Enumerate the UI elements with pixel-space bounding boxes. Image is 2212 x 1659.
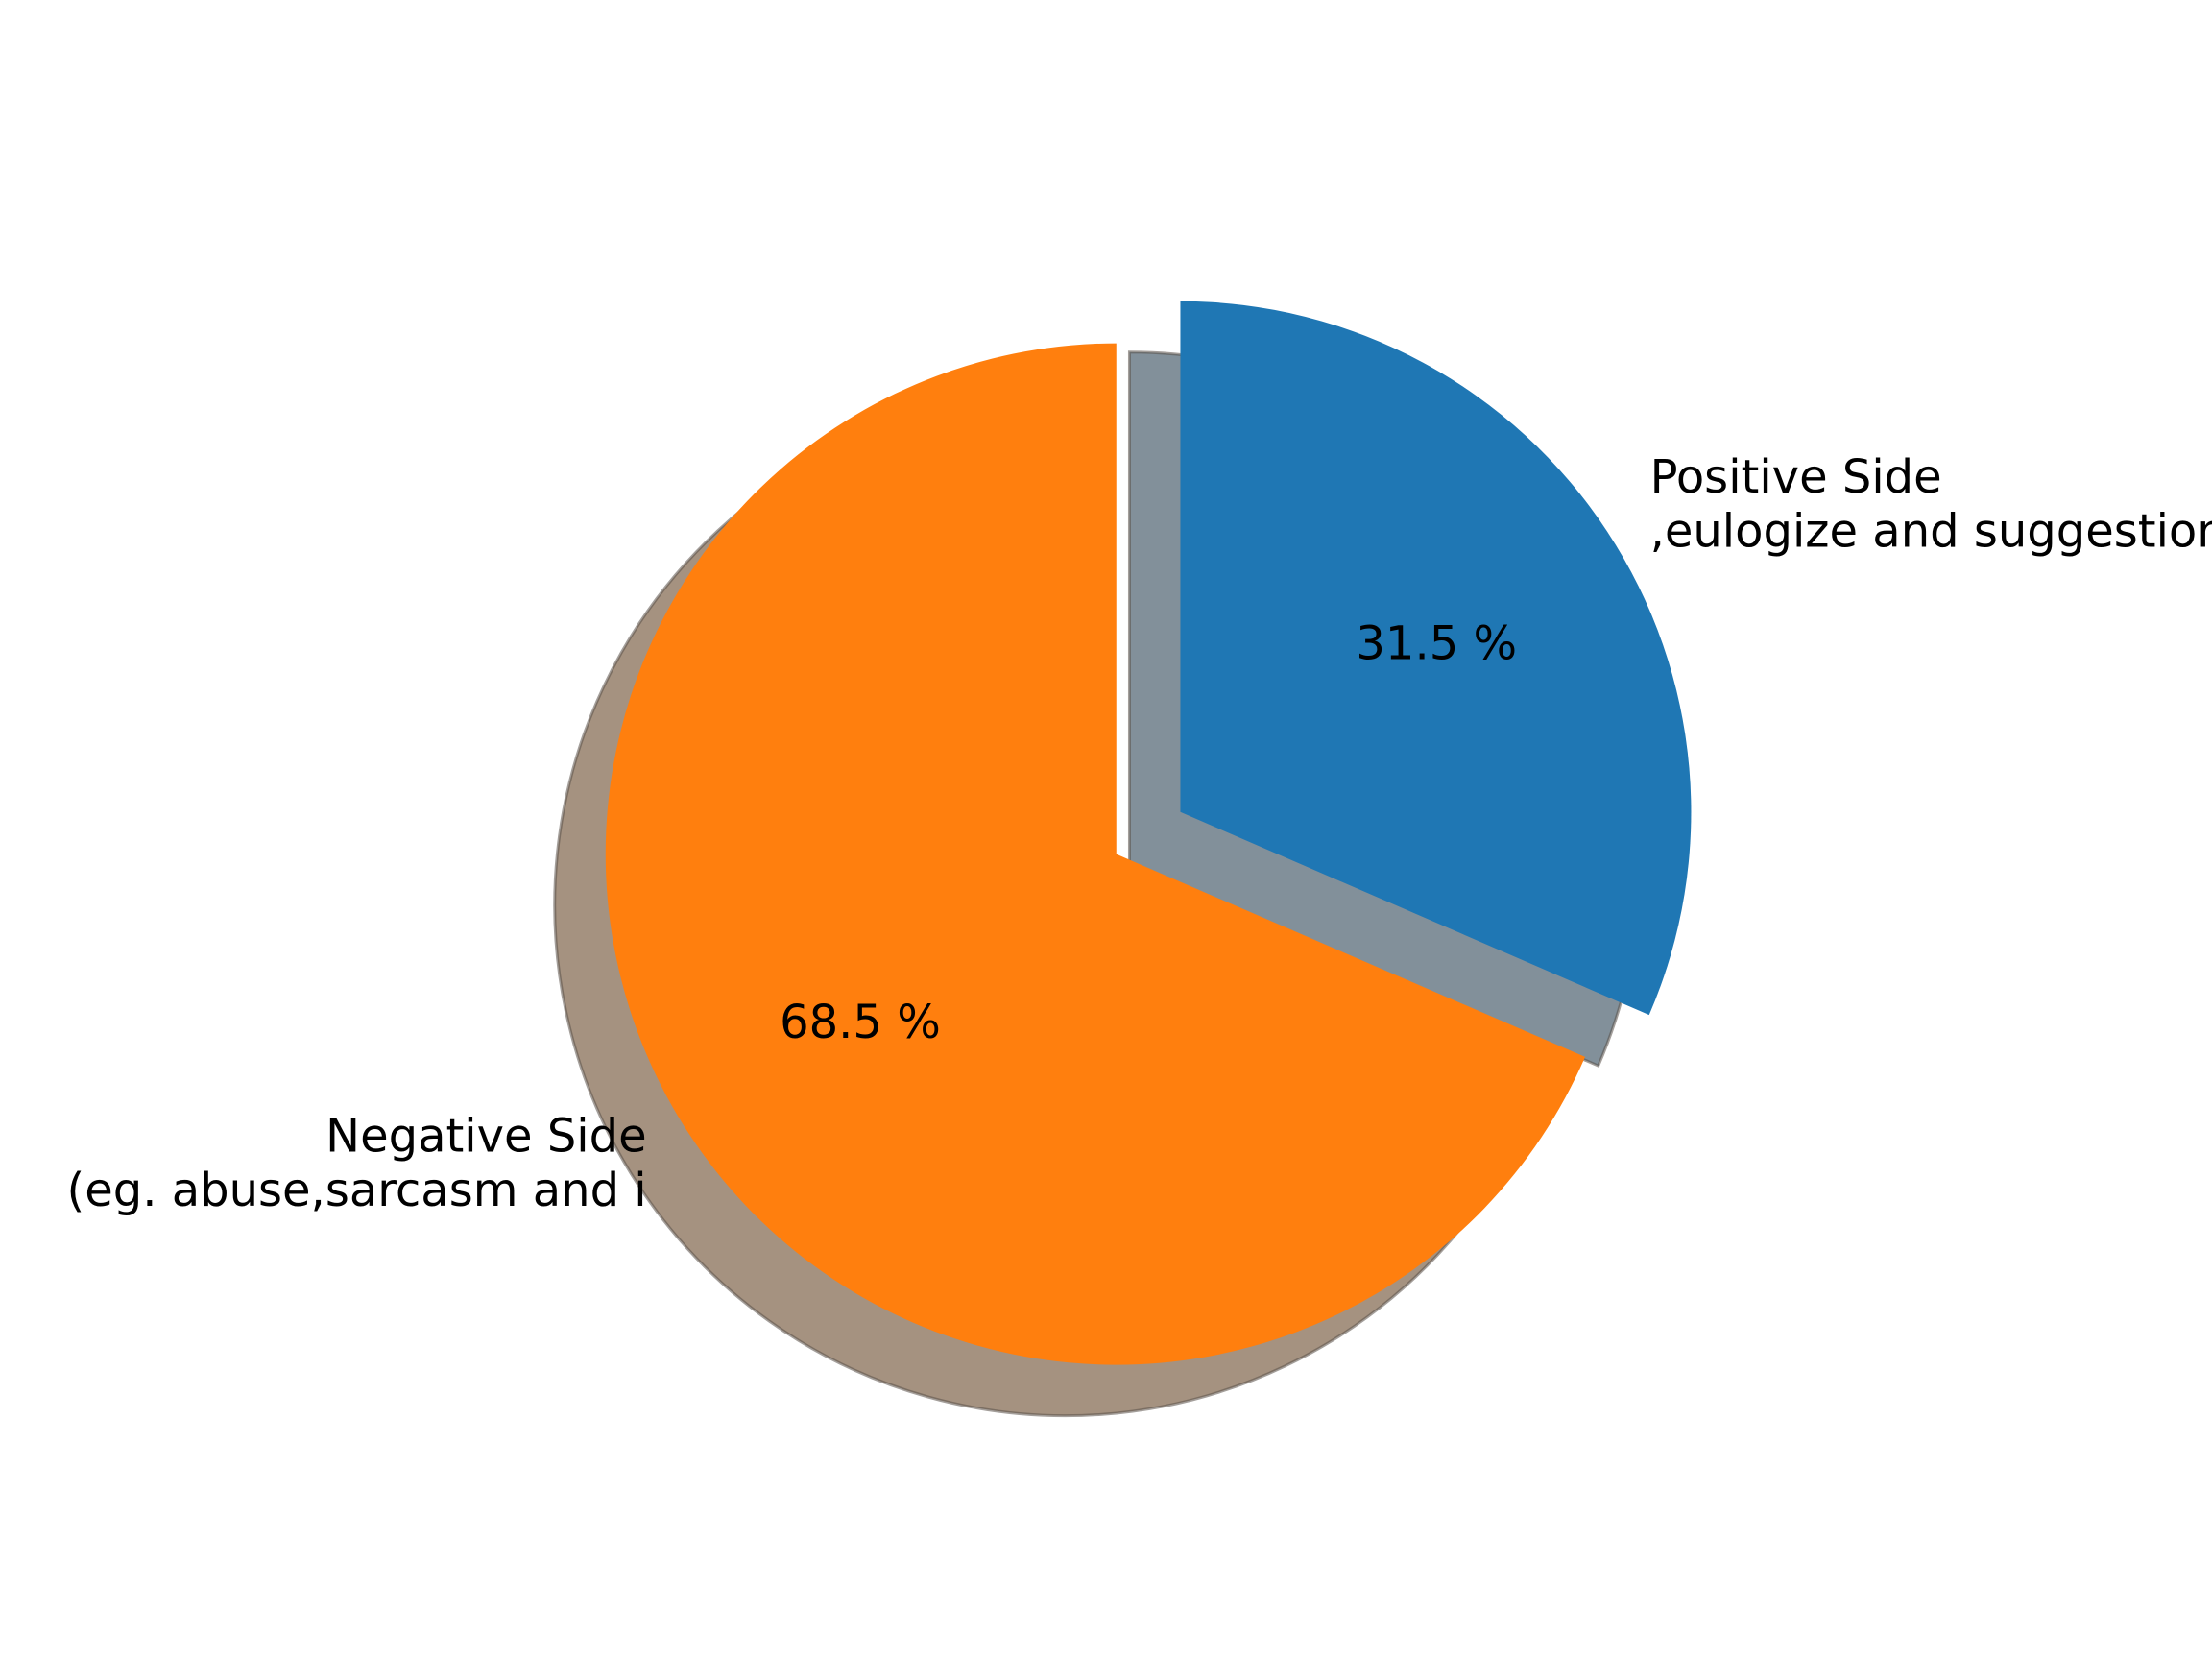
pct-label-positive: 31.5 % (1356, 617, 1517, 671)
slice-positive (1180, 301, 1692, 1016)
category-label-negative: Negative Side (eg. abuse,sarcasm and i (66, 1110, 646, 1217)
percent-labels: 31.5 % 68.5 % (780, 617, 1517, 1049)
category-label-line: Negative Side (325, 1110, 646, 1164)
slice-negative (605, 343, 1586, 1365)
category-label-line: ,eulogize and suggestion) (1650, 504, 2212, 558)
category-label-line: Positive Side (1650, 450, 1942, 504)
pie-slices (605, 301, 1692, 1365)
category-label-line: (eg. abuse,sarcasm and i (66, 1164, 646, 1217)
category-labels: Positive Side ,eulogize and suggestion) Ne… (66, 450, 2212, 1217)
pct-label-negative: 68.5 % (780, 996, 941, 1049)
category-label-positive: Positive Side ,eulogize and suggestion) (1650, 450, 2212, 558)
